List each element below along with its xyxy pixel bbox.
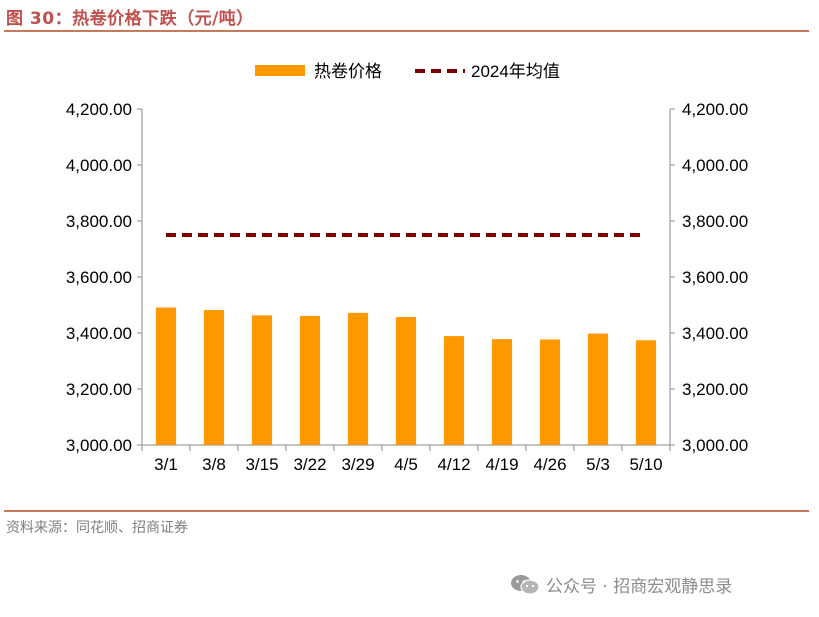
x-tick-label: 5/10 [629,455,662,474]
bar [347,312,369,445]
x-tick-label: 4/26 [533,455,566,474]
legend: 热卷价格 2024年均值 [255,62,560,81]
y-tick-label-left: 3,200.00 [66,380,132,399]
y-tick-label-right: 3,000.00 [682,436,748,455]
x-tick-label: 5/3 [586,455,610,474]
bar [251,315,273,445]
x-tick-label: 4/19 [485,455,518,474]
legend-swatch-bar [255,65,305,76]
source-note: 资料来源：同花顺、招商证券 [6,520,188,536]
y-tick-label-left: 4,000.00 [66,156,132,175]
bar-series [155,307,657,445]
chart: 热卷价格 2024年均值 3,000.00 3,000.00 3,200.00 3,20… [66,62,748,474]
bottom-divider [4,510,809,512]
x-tick-label: 3/1 [154,455,178,474]
x-tick-label: 3/8 [202,455,226,474]
y-tick-label-right: 4,000.00 [682,156,748,175]
bar [491,339,513,445]
x-tick-label: 3/29 [341,455,374,474]
bar [203,310,225,445]
x-tick-label: 4/5 [394,455,418,474]
legend-label-bar: 热卷价格 [314,62,382,81]
y-tick-label-right: 3,200.00 [682,380,748,399]
y-tick-label-left: 3,600.00 [66,268,132,287]
bar [299,315,321,445]
bar [587,333,609,445]
y-tick-label-left: 3,800.00 [66,212,132,231]
bar [155,307,177,445]
legend-label-line: 2024年均值 [471,62,560,81]
bar [443,336,465,445]
watermark: 公众号 · 招商宏观静思录 [510,572,732,597]
y-tick-label-right: 4,200.00 [682,100,748,119]
bar [539,339,561,445]
bar [635,340,657,445]
y-tick-label-left: 4,200.00 [66,100,132,119]
y-tick-label-right: 3,400.00 [682,324,748,343]
top-divider [4,30,809,32]
y-tick-label-right: 3,600.00 [682,268,748,287]
y-tick-label-right: 3,800.00 [682,212,748,231]
bar [395,317,417,445]
x-tick-label: 4/12 [437,455,470,474]
watermark-text: 公众号 · 招商宏观静思录 [546,577,733,597]
y-tick-label-left: 3,400.00 [66,324,132,343]
y-tick-label-left: 3,000.00 [66,436,132,455]
wechat-icon [511,574,540,595]
x-tick-label: 3/22 [293,455,326,474]
axes: 3,000.00 3,000.00 3,200.00 3,200.00 3,400.00… [66,100,748,474]
x-tick-label: 3/15 [245,455,278,474]
figure-title: 图 30：热卷价格下跌（元/吨） [6,9,254,29]
